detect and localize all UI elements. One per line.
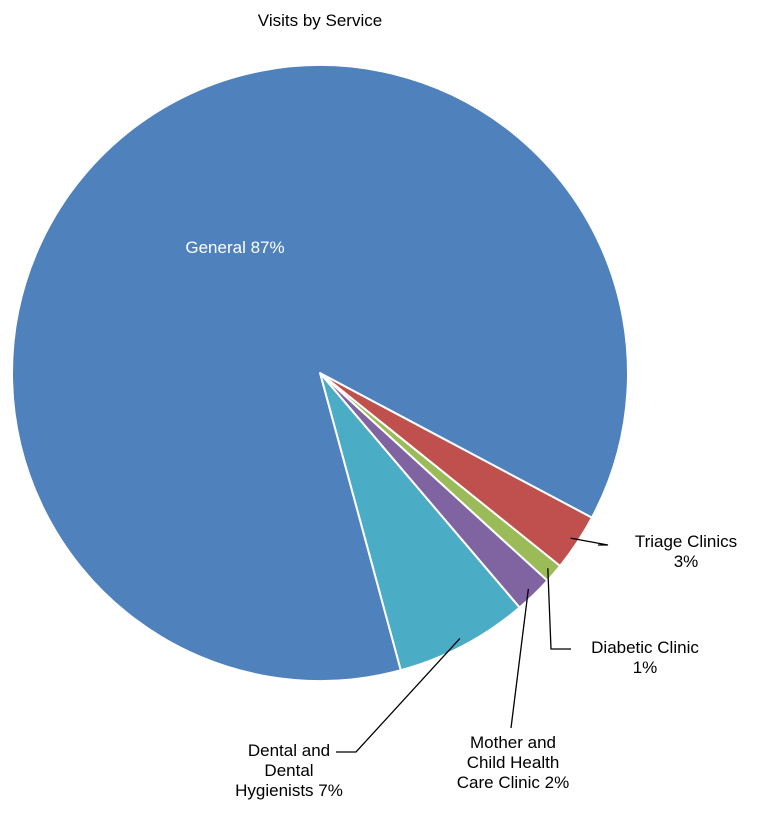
data-label-dental-and-dental-hygienists: Dental and Dental Hygienists 7% [235, 741, 343, 800]
labels-layer: Triage Clinics 3% Diabetic Clinic 1% Mother … [185, 238, 737, 800]
pie-slice-dental-and-dental-hygienists [319, 372, 521, 672]
pie-slice-general [11, 64, 629, 682]
data-label-triage-clinics: Triage Clinics 3% [635, 532, 737, 571]
slices-layer [11, 64, 629, 682]
leaders-layer [336, 537, 609, 753]
leader-line-diabetic-clinic [547, 568, 571, 650]
leader-line-triage-clinics [570, 537, 609, 546]
data-label-general: General 87% [185, 238, 284, 257]
leader-line-mother-and-child-health-care-clinic [510, 588, 530, 729]
data-label-diabetic-clinic: Diabetic Clinic 1% [591, 638, 699, 677]
leader-line-dental-and-dental-hygienists [336, 637, 461, 753]
chart-title: Visits by Service [258, 11, 382, 30]
data-label-mother-and-child-health-care-clinic: Mother and Child Health Care Clinic 2% [457, 733, 569, 792]
